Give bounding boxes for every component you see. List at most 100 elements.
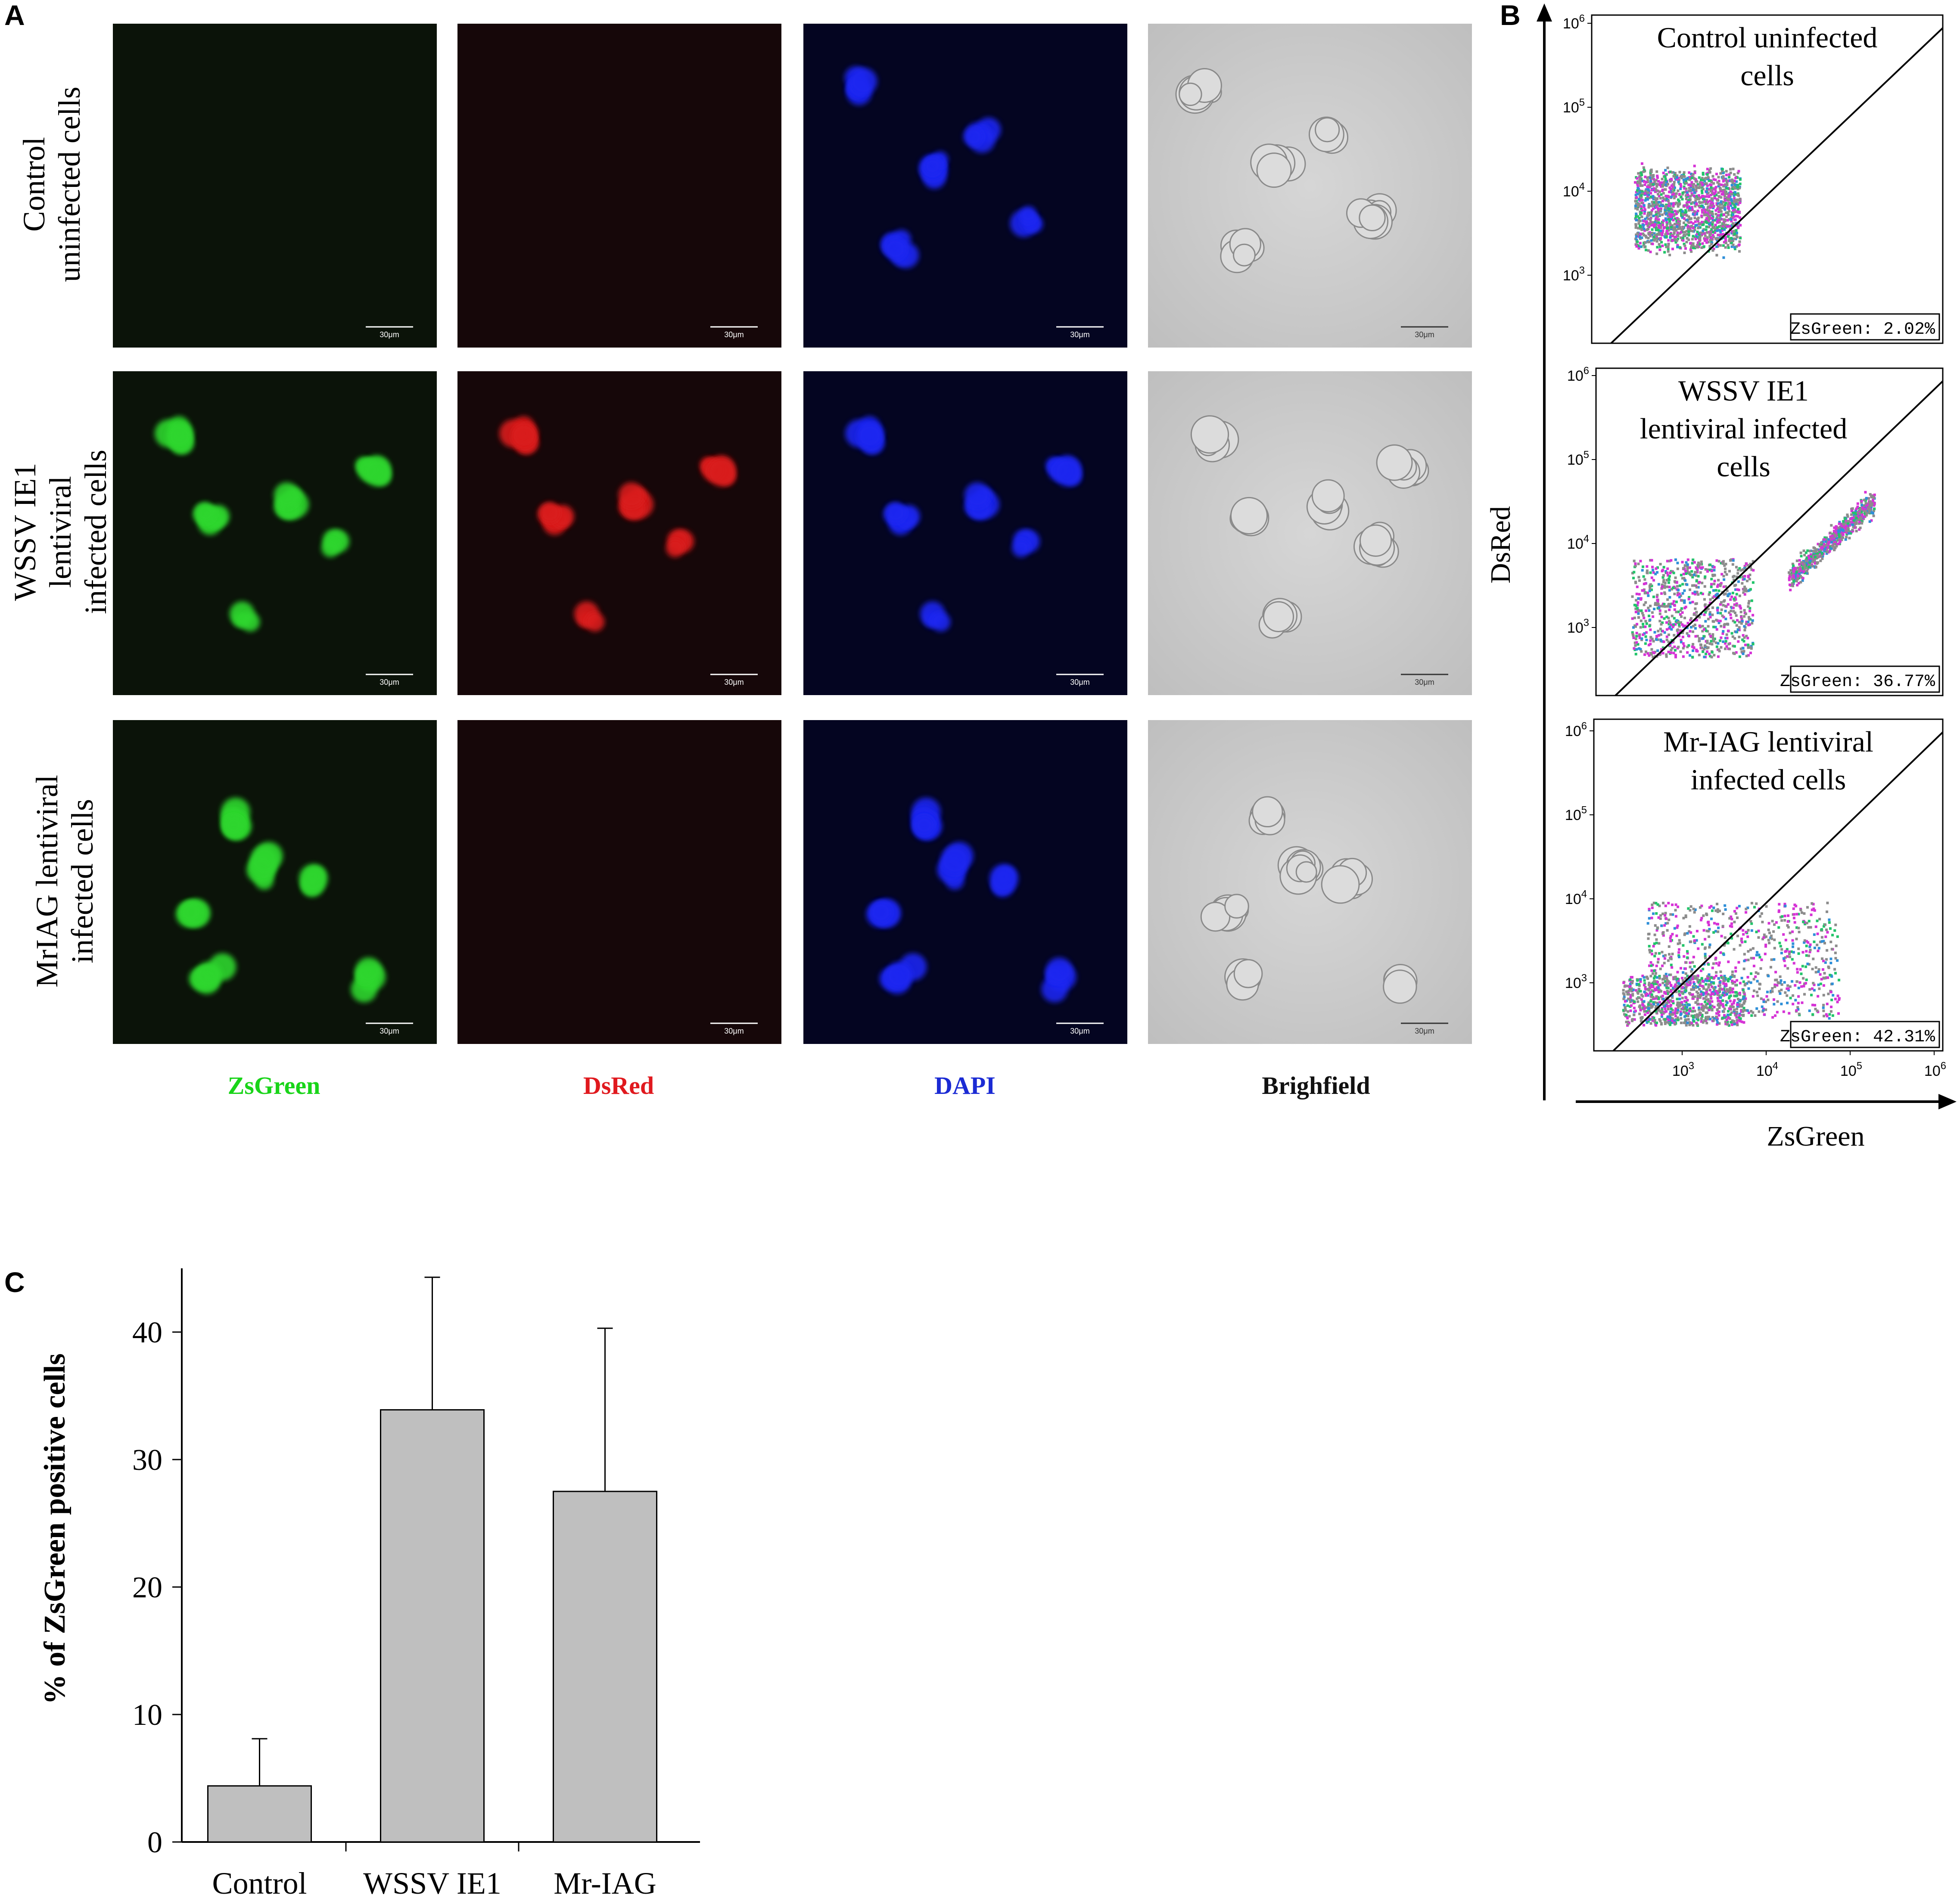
flow-dot — [1688, 925, 1691, 928]
flow-dot — [1715, 254, 1718, 257]
flow-dot — [1718, 221, 1721, 224]
flow-dot — [1683, 182, 1686, 185]
flow-dot — [1725, 573, 1728, 576]
flow-dot — [1850, 521, 1853, 524]
flow-dot — [1810, 913, 1813, 916]
flow-dot — [1728, 611, 1731, 614]
flow-dot — [1731, 973, 1734, 976]
flow-dot — [1729, 195, 1732, 198]
flow-dot — [1743, 1009, 1746, 1012]
flow-dot — [1650, 170, 1653, 173]
flow-dot — [1773, 983, 1776, 986]
flow-dot — [1814, 556, 1817, 559]
flow-dot — [1745, 621, 1748, 624]
flow-dot — [1696, 213, 1699, 216]
flow-dot — [1670, 189, 1673, 193]
flow-dot — [1835, 531, 1838, 534]
flow-dot — [1730, 609, 1733, 612]
flow-dot — [1653, 954, 1656, 957]
flow-dot — [1825, 976, 1828, 979]
flow-dot — [1710, 583, 1713, 586]
flow-dot — [1680, 1022, 1683, 1025]
flow-dot — [1667, 232, 1670, 235]
flow-dot — [1707, 188, 1710, 191]
flow-dot — [1841, 523, 1844, 526]
flow-dot — [1651, 611, 1654, 614]
flow-dots — [1631, 491, 1876, 659]
flow-dot — [1677, 205, 1680, 208]
flow-dot — [1736, 907, 1739, 910]
flow-dot — [1728, 225, 1731, 228]
flow-dot — [1646, 191, 1649, 194]
flow-dot — [1676, 231, 1679, 234]
flow-dot — [1699, 183, 1702, 186]
flow-dot — [1718, 229, 1721, 232]
flow-dot — [1666, 559, 1669, 562]
flow-dot — [1807, 926, 1810, 929]
flow-dot — [1705, 202, 1708, 205]
flow-dot — [1661, 605, 1664, 608]
flow-dot — [1743, 992, 1746, 995]
flow-dot — [1661, 621, 1664, 624]
flow-dot — [1794, 999, 1797, 1002]
cell — [195, 503, 216, 523]
flow-dot — [1805, 559, 1808, 562]
flow-dot — [1673, 1019, 1676, 1022]
flow-dot — [1705, 199, 1708, 202]
flow-dot — [1736, 202, 1739, 205]
flow-dot — [1738, 1016, 1741, 1019]
flow-dot — [1815, 548, 1818, 551]
flow-dot — [1834, 997, 1837, 1000]
flow-dot — [1729, 1000, 1732, 1003]
flow-dot — [1675, 619, 1678, 622]
flow-dot — [1736, 1019, 1739, 1022]
flow-dot — [1659, 237, 1662, 240]
flow-dot — [1694, 238, 1697, 241]
flow-dot — [1665, 1003, 1668, 1006]
flow-dot — [1864, 505, 1867, 508]
flow-dot — [1745, 931, 1748, 934]
flow-dot — [1688, 930, 1691, 933]
flow-dot — [1712, 247, 1715, 250]
flow-dot — [1674, 623, 1677, 626]
flow-dot — [1838, 998, 1841, 1001]
flow-dot — [1729, 598, 1732, 601]
flow-dot — [1653, 224, 1656, 227]
flow-dot — [1814, 565, 1817, 568]
flow-dot — [1683, 181, 1686, 184]
flow-dot — [1743, 567, 1746, 570]
flow-dot — [1853, 517, 1856, 520]
flow-dot — [1714, 209, 1717, 212]
flow-dot — [1853, 514, 1856, 517]
flow-dot — [1721, 171, 1724, 174]
flow-y-axis-label: DsRed — [1485, 506, 1516, 584]
flow-dot — [1673, 239, 1676, 242]
flow-dot — [1717, 990, 1720, 993]
flow-dot — [1803, 562, 1806, 565]
flow-dot — [1662, 954, 1665, 957]
flow-dot — [1662, 931, 1665, 934]
flow-dot — [1655, 235, 1658, 238]
flow-dot — [1747, 605, 1750, 608]
flow-dot — [1756, 980, 1759, 983]
flow-dot — [1714, 230, 1717, 233]
flow-dot — [1693, 590, 1696, 593]
flow-dot — [1631, 572, 1634, 575]
flow-dot — [1683, 606, 1686, 609]
flow-dot — [1713, 580, 1716, 583]
flow-dot — [1719, 208, 1722, 211]
flow-dot — [1743, 589, 1746, 592]
flow-dot — [1727, 629, 1730, 632]
flow-dot — [1677, 1006, 1680, 1009]
flow-dot — [1792, 942, 1795, 945]
flow-dot — [1641, 199, 1644, 202]
flow-dot — [1733, 1011, 1736, 1014]
flow-dot — [1823, 546, 1826, 549]
flow-dot — [1690, 1014, 1693, 1017]
flow-dot — [1669, 936, 1672, 939]
cell — [1263, 601, 1294, 632]
flow-dot — [1727, 198, 1730, 201]
flow-dot — [1706, 215, 1709, 218]
flow-dot — [1724, 640, 1727, 643]
flow-dot — [1643, 653, 1646, 656]
